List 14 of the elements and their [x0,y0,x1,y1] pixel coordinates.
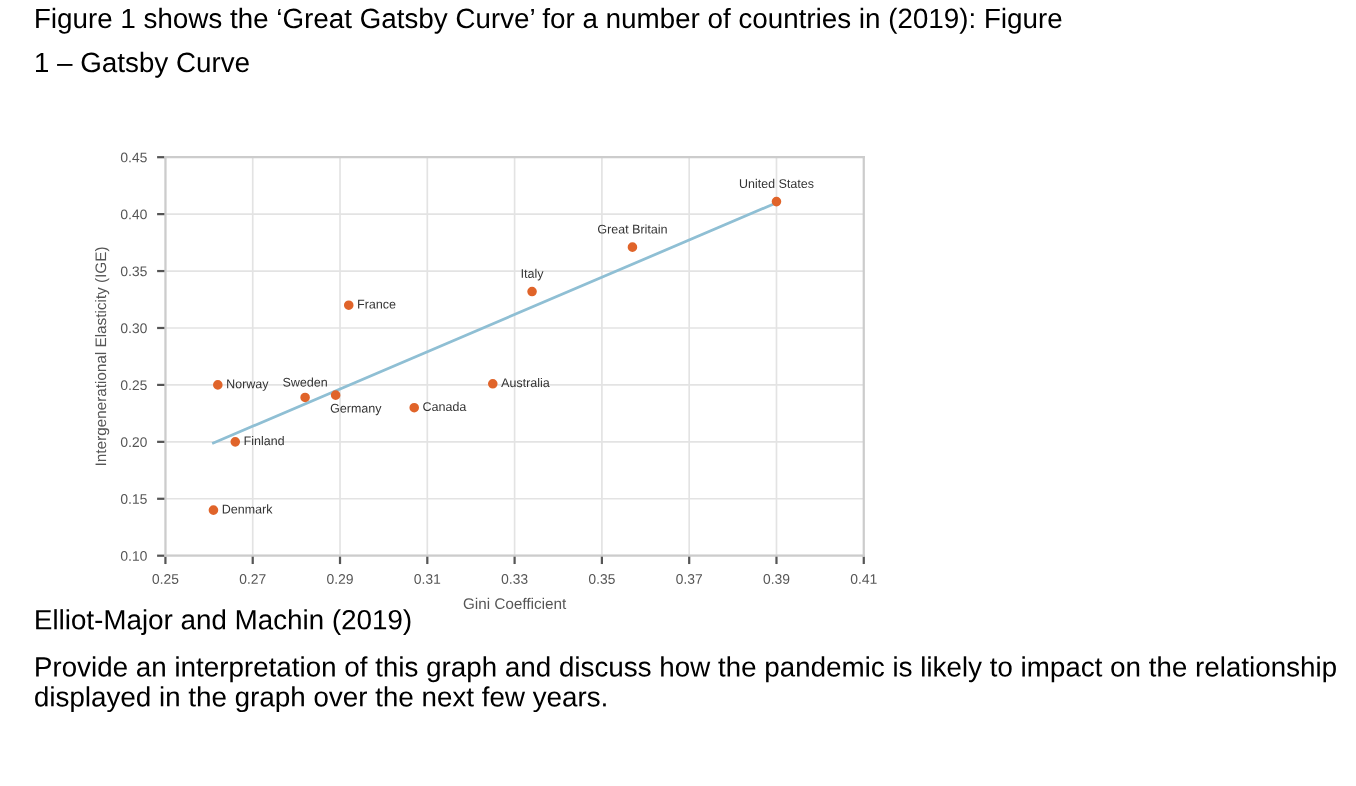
point [343,300,354,311]
point [771,196,782,207]
point [627,242,638,252]
text: Provide an interpretation of this graph and discuss how the pandemic is likely to impact on the relationship displayed in the graph over the next few years. [35,656,1336,713]
text: Elliot-Major and Machin (2019) [36,609,411,636]
point [230,437,241,447]
point [330,390,341,400]
point [409,402,420,413]
point [527,286,537,297]
point [208,505,219,515]
point [300,392,310,403]
point [213,380,223,390]
chart-title: Figure 1 shows the ‘Great Gatsby Curve’ for a number of countries in (2019): Figure 1 – Gatsby Curve [36,7,1062,78]
point [487,378,498,389]
